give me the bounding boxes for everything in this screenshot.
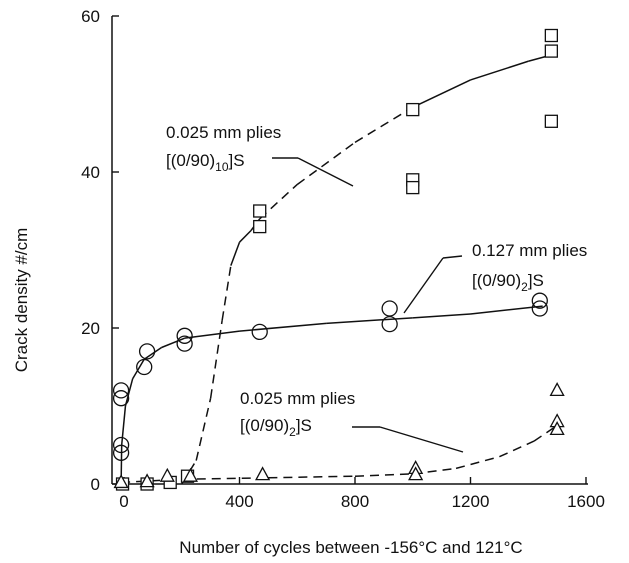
fit-line-segment <box>184 330 240 339</box>
triangle-marker <box>549 382 565 397</box>
fit-line-segment <box>499 440 535 458</box>
circle-marker <box>381 300 398 317</box>
annotation-leader <box>403 257 444 314</box>
annotation-layup: [(0/90)10]S <box>166 151 245 174</box>
x-tick-label: 800 <box>341 492 369 511</box>
annotation-layup: [(0/90)2]S <box>472 271 544 294</box>
fit-line-segment <box>296 141 356 186</box>
fit-line-segment <box>195 398 212 461</box>
fit-line-segment <box>239 322 327 332</box>
fit-line-segment <box>161 337 185 349</box>
fit-line-segment <box>124 378 134 407</box>
fit-line-segment <box>354 106 414 144</box>
fit-line-segment <box>268 475 356 479</box>
circle-marker <box>176 335 193 352</box>
axes: 0 400 800 1200 1600 0 20 40 60 <box>81 7 605 511</box>
fit-line-segment <box>470 305 543 315</box>
annotation-label: 0.025 mm plies <box>240 389 355 408</box>
y-tick-label: 20 <box>81 319 100 338</box>
triangle-marker <box>159 467 175 482</box>
fit-line-segment <box>238 229 252 243</box>
circle-marker <box>112 444 130 461</box>
annotation-thin-10-plies: 0.025 mm plies [(0/90)10]S <box>166 123 354 187</box>
fit-lines <box>120 54 558 485</box>
fit-line-segment <box>230 241 241 266</box>
triangle-marker <box>408 466 424 481</box>
annotation-label: 0.127 mm plies <box>472 241 587 260</box>
x-tick-label: 400 <box>225 492 253 511</box>
circle-marker <box>136 358 153 376</box>
square-marker <box>544 28 558 43</box>
fit-line-segment <box>354 473 413 477</box>
circle-marker <box>138 343 156 360</box>
fit-line-segment <box>455 455 500 470</box>
circle-marker <box>112 390 130 407</box>
fit-line-segment <box>221 265 232 321</box>
circle-marker <box>112 436 130 454</box>
square-marker <box>544 114 558 128</box>
annotation-leader <box>442 255 463 259</box>
triangle-marker <box>182 467 199 482</box>
x-tick-label: 1200 <box>452 492 490 511</box>
fit-line-segment <box>326 317 413 325</box>
square-marker <box>253 204 267 218</box>
y-axis-label: Crack density #/cm <box>12 228 31 373</box>
circle-marker <box>531 292 548 309</box>
fit-line-segment <box>209 320 223 399</box>
fit-line-segment <box>470 60 529 81</box>
square-marker <box>253 219 267 234</box>
fit-line-segment <box>120 405 127 446</box>
square-marker <box>406 180 420 195</box>
square-marker <box>544 44 558 58</box>
y-tick-label: 60 <box>81 7 100 26</box>
fit-line-segment <box>143 346 162 360</box>
circle-marker <box>251 323 268 341</box>
x-tick-label: 1600 <box>567 492 605 511</box>
fit-line-segment <box>533 424 558 442</box>
triangle-marker <box>255 466 271 481</box>
x-axis-label: Number of cycles between -156°C and 121°… <box>179 538 522 557</box>
fit-line-segment <box>132 358 145 380</box>
y-tick-label: 40 <box>81 163 100 182</box>
annotation-label: 0.025 mm plies <box>166 123 281 142</box>
triangle-marker <box>113 474 129 489</box>
fit-line-segment <box>412 313 471 319</box>
y-tick-label: 0 <box>91 475 100 494</box>
x-tick-label: 0 <box>119 492 128 511</box>
circle-marker <box>112 382 130 399</box>
triangle-marker <box>139 473 155 488</box>
annotation-thick-2-plies: 0.127 mm plies [(0/90)2]S <box>403 241 587 314</box>
fit-line-segment <box>412 79 471 108</box>
circle-marker <box>176 327 193 344</box>
annotation-thin-2-plies: 0.025 mm plies [(0/90)2]S <box>240 389 464 453</box>
annotation-leader <box>297 157 354 187</box>
annotation-layup: [(0/90)2]S <box>240 416 312 439</box>
square-marker <box>406 102 420 117</box>
circle-marker <box>531 300 548 317</box>
triangle-marker <box>549 421 565 436</box>
annotation-leader <box>379 426 464 453</box>
data-markers <box>112 28 565 491</box>
